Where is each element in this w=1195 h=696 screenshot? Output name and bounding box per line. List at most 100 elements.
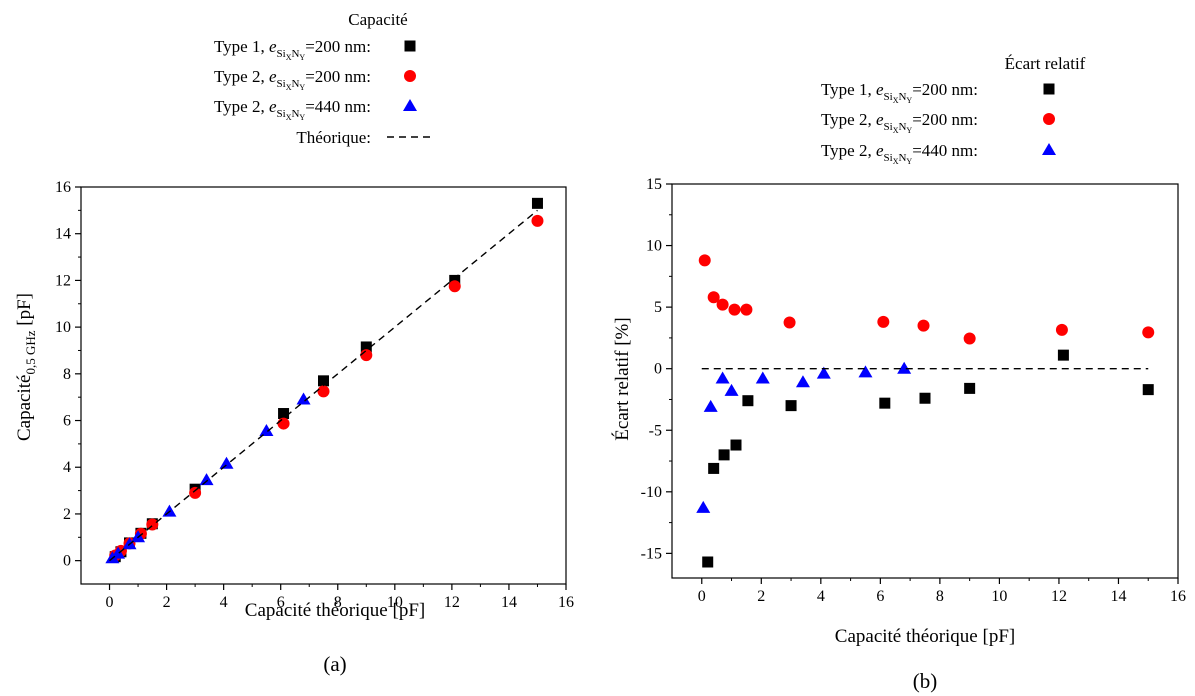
- data-point-square: [360, 341, 372, 353]
- x-tick-label: 2: [757, 588, 765, 605]
- chart-panel-a: Capacité Type 1, eSiXNY=200 nm: Type 2, e…: [14, 10, 574, 676]
- series-line-theorique: [109, 209, 538, 562]
- data-point-square: [964, 382, 976, 394]
- data-point-triangle: [219, 456, 234, 469]
- x-tick-label: 4: [220, 594, 228, 611]
- data-point-square: [708, 462, 720, 474]
- x-tick-label: 0: [698, 588, 706, 605]
- panel-label-a: (a): [323, 652, 346, 676]
- plot-frame: [671, 183, 1179, 579]
- data-point-circle: [716, 298, 729, 311]
- data-point-circle: [707, 291, 720, 304]
- y-tick-label: 15: [646, 176, 662, 193]
- x-tick-label: 12: [1051, 588, 1067, 605]
- data-point-circle: [531, 214, 544, 227]
- plot-area-b: 0 2 4 6 8 10 12 14 16 -15 -10 -5 0 5 10 15: [641, 176, 1186, 605]
- legend-entry-label: Type 1, eSiXNY=200 nm:: [214, 37, 371, 62]
- legend-title-a: Capacité: [348, 10, 407, 29]
- legend-entry-label: Type 2, eSiXNY=200 nm:: [821, 110, 978, 135]
- data-point-triangle: [816, 366, 831, 379]
- x-tick-label: 0: [106, 594, 114, 611]
- data-point-circle: [698, 254, 711, 267]
- legend-entry-label: Type 2, eSiXNY=440 nm:: [821, 141, 978, 166]
- y-tick-label: -10: [641, 484, 662, 501]
- data-point-square: [919, 392, 931, 404]
- y-tick-label: 2: [63, 506, 71, 523]
- data-point-square: [702, 556, 714, 568]
- y-tick-label: 10: [646, 238, 662, 255]
- x-tick-label: 2: [163, 594, 171, 611]
- x-axis-label-a: Capacité théorique [pF]: [245, 600, 425, 621]
- data-point-triangle: [715, 371, 730, 384]
- data-point-triangle: [131, 530, 146, 543]
- legend-entry-label: Type 2, eSiXNY=440 nm:: [214, 97, 371, 122]
- panel-label-b: (b): [913, 669, 938, 693]
- legend-marker-square: [1043, 83, 1055, 95]
- data-point-circle: [317, 385, 330, 398]
- x-axis-label-b: Capacité théorique [pF]: [835, 626, 1015, 647]
- y-tick-label: 4: [63, 459, 71, 476]
- chart-panel-b: Écart relatif Type 1, eSiXNY=200 nm:Type…: [611, 54, 1186, 693]
- data-point-triangle: [259, 424, 274, 437]
- data-point-triangle: [162, 504, 177, 517]
- data-point-square: [318, 375, 329, 387]
- x-tick-label: 14: [1110, 588, 1126, 605]
- data-point-circle: [1055, 323, 1068, 336]
- data-point-circle: [783, 316, 796, 329]
- data-point-circle: [740, 303, 753, 316]
- y-tick-label: 0: [63, 553, 71, 570]
- y-tick-label: 16: [55, 179, 71, 196]
- y-tick-label: 5: [654, 299, 662, 316]
- x-tick-label: 16: [1170, 588, 1186, 605]
- legend-marker-circle: [404, 70, 416, 82]
- data-point-square: [1057, 349, 1069, 361]
- y-tick-label: 12: [55, 272, 71, 289]
- y-tick-label: 6: [63, 413, 71, 430]
- x-tick-label: 12: [444, 594, 460, 611]
- data-point-circle: [728, 303, 741, 316]
- x-tick-label: 6: [277, 594, 285, 611]
- data-point-circle: [189, 486, 202, 499]
- legend-entry-label: Théorique:: [296, 128, 371, 147]
- legend-b: Type 1, eSiXNY=200 nm: Type 2, eSiXNY=200…: [821, 80, 1056, 166]
- y-tick-label: -15: [641, 545, 662, 562]
- x-tick-label: 8: [936, 588, 944, 605]
- legend-marker-triangle: [1042, 143, 1056, 155]
- x-tick-label: 4: [817, 588, 825, 605]
- data-point-triangle: [703, 399, 718, 412]
- data-point-square: [879, 397, 891, 409]
- y-tick-label: -5: [649, 422, 662, 439]
- x-tick-label: 8: [334, 594, 342, 611]
- y-tick-label: 10: [55, 319, 71, 336]
- x-tick-label: 16: [558, 594, 574, 611]
- data-point-triangle: [858, 365, 873, 378]
- y-axis-label-a: Capacité0,5 GHz [pF]: [14, 293, 38, 441]
- y-axis-label-b: Écart relatif [%]: [611, 317, 633, 440]
- legend-marker-square: [404, 40, 416, 52]
- data-point-circle: [448, 280, 461, 293]
- y-tick-label: 14: [55, 226, 71, 243]
- plot-frame: [80, 186, 567, 585]
- data-point-triangle: [296, 392, 311, 405]
- y-tick-label: 0: [654, 361, 662, 378]
- legend-marker-circle: [1043, 113, 1055, 125]
- y-tick-label: 8: [63, 366, 71, 383]
- data-point-square: [730, 439, 742, 451]
- data-point-triangle: [724, 383, 739, 396]
- legend-title-b: Écart relatif: [1005, 54, 1086, 73]
- plot-area-a: 0 2 4 6 8 10 12 14 16 0 2 4 6 8 10 12 14 16: [55, 179, 574, 611]
- legend-entry-label: Type 1, eSiXNY=200 nm:: [821, 80, 978, 105]
- data-point-triangle: [755, 371, 770, 384]
- x-tick-label: 10: [991, 588, 1007, 605]
- legend-marker-triangle: [403, 99, 417, 111]
- data-point-square: [531, 197, 543, 209]
- data-point-circle: [277, 417, 290, 430]
- data-point-triangle: [111, 546, 126, 559]
- data-point-triangle: [795, 375, 810, 388]
- data-point-square: [278, 408, 290, 420]
- data-point-circle: [360, 349, 373, 362]
- x-tick-label: 10: [387, 594, 403, 611]
- data-point-square: [742, 395, 754, 407]
- data-point-triangle: [122, 537, 137, 550]
- data-point-circle: [1142, 326, 1155, 339]
